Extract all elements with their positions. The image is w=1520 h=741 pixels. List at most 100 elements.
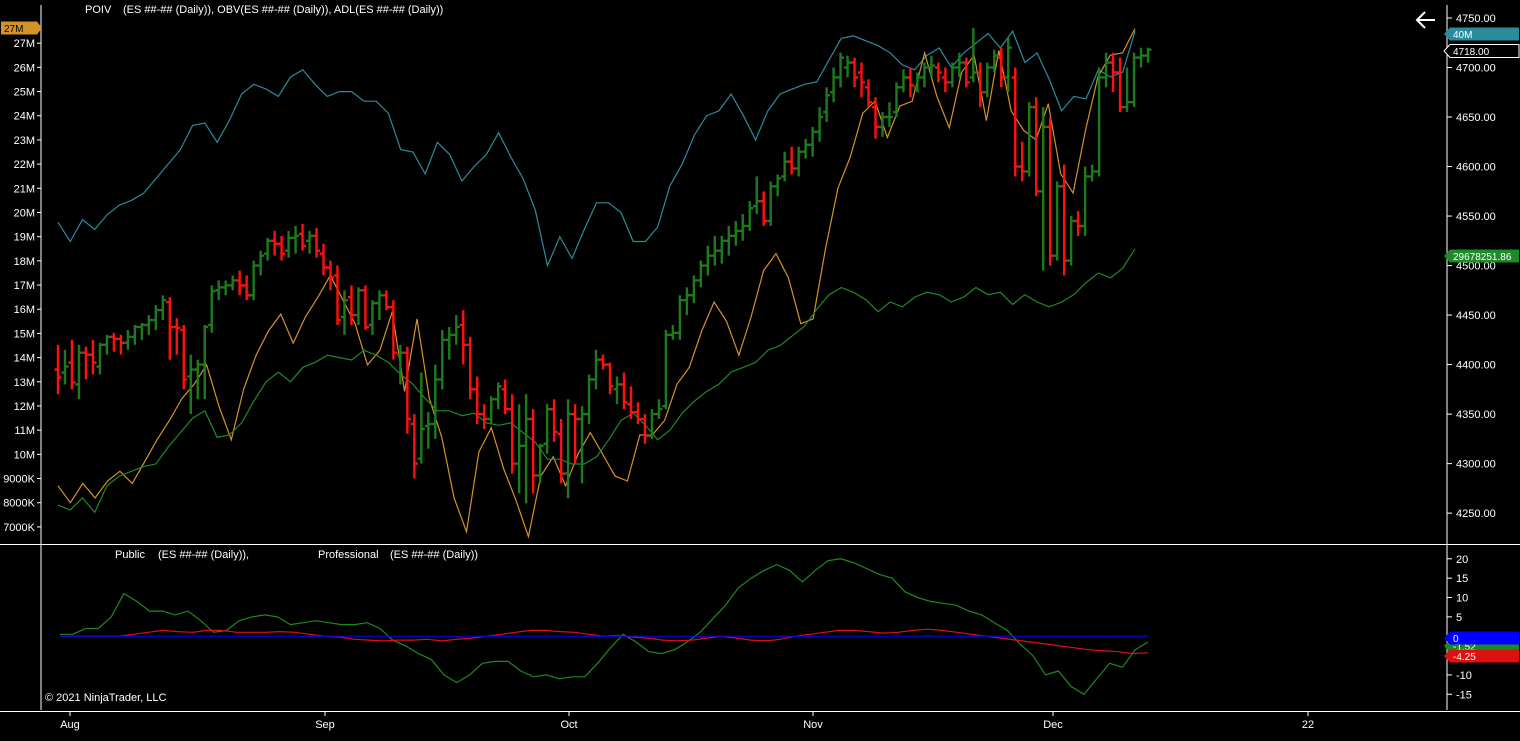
ohlc-bar: [844, 55, 852, 78]
professional-args: (ES ##-## (Daily)): [390, 549, 478, 561]
ohlc-bar: [166, 297, 174, 360]
sentiment-tick-label: -10: [1456, 670, 1472, 682]
ohlc-bar: [620, 372, 628, 410]
ohlc-bar: [536, 443, 544, 484]
ohlc-bar: [1095, 67, 1103, 177]
ohlc-bar: [1130, 52, 1138, 108]
ohlc-bar: [89, 339, 97, 375]
ohlc-bar: [676, 295, 684, 340]
ohlc-bar: [194, 359, 202, 400]
ohlc-bar: [452, 315, 460, 345]
professional-badge-shape: [1444, 649, 1519, 663]
ohlc-bar: [173, 318, 181, 355]
adl-badge-shape: [1444, 249, 1519, 263]
ohlc-bar: [340, 290, 348, 335]
ohlc-bar: [431, 364, 439, 439]
ohlc-bar: [292, 225, 300, 254]
ohlc-bar: [858, 62, 866, 98]
ohlc-bar: [662, 329, 670, 410]
adl-badge-label: 29678251.86: [1453, 252, 1512, 263]
poiv-badge-shape: [1444, 27, 1519, 41]
ohlc-bar: [480, 404, 488, 429]
ohlc-bar: [222, 280, 230, 296]
ohlc-bar: [920, 62, 928, 88]
ohlc-bar: [243, 275, 251, 301]
ohlc-bar: [739, 214, 747, 241]
ohlc-bar: [278, 235, 286, 261]
ohlc-bar: [557, 419, 565, 484]
price-tick-label: 4500.00: [1456, 261, 1496, 273]
volume-tick-label: 25M: [14, 87, 35, 99]
ohlc-bar: [117, 334, 125, 355]
ohlc-bar: [816, 107, 824, 142]
ohlc-bar: [865, 79, 873, 108]
ohlc-bar: [201, 324, 209, 400]
ohlc-bar: [1039, 107, 1047, 271]
price-tick-label: 4350.00: [1456, 409, 1496, 421]
copyright-text: © 2021 NinjaTrader, LLC: [45, 692, 166, 704]
price-tick-label: 4650.00: [1456, 112, 1496, 124]
ohlc-bar: [96, 342, 104, 375]
price-panel: [54, 27, 1152, 539]
ohlc-bar: [208, 285, 216, 333]
ohlc-bar: [648, 409, 656, 439]
ohlc-bar: [501, 379, 509, 415]
sentiment-tick-label: -15: [1456, 689, 1472, 701]
ohlc-bar: [124, 329, 132, 350]
ohlc-bar: [1032, 97, 1040, 197]
ohlc-bar: [955, 52, 963, 78]
ohlc-bar: [410, 414, 418, 479]
volume-tick-label: 9000K: [3, 474, 35, 486]
ohlc-bar: [285, 230, 293, 258]
ohlc-bar: [354, 287, 362, 325]
ohlc-bar: [774, 174, 782, 197]
price-tick-label: 4600.00: [1456, 162, 1496, 174]
ohlc-bar: [599, 354, 607, 370]
price-tick-label: 4250.00: [1456, 508, 1496, 520]
ohlc-bar: [899, 69, 907, 93]
ohlc-bar: [1116, 57, 1124, 113]
ohlc-bar: [1053, 181, 1061, 261]
ohlc-bar: [543, 404, 551, 454]
ohlc-bar: [138, 322, 146, 340]
ohlc-bar: [438, 329, 446, 390]
ohlc-bar: [368, 300, 376, 335]
ohlc-bar: [823, 87, 831, 122]
ohlc-bar: [913, 72, 921, 93]
ohlc-bar: [1018, 141, 1026, 182]
back-button[interactable]: [1410, 6, 1442, 34]
sentiment-tick-label: 20: [1456, 554, 1468, 566]
price-badge: 4718.00: [1443, 44, 1520, 58]
volume-badge-label: 27M: [4, 24, 23, 35]
ohlc-bar: [131, 324, 139, 345]
ohlc-bar: [809, 126, 817, 157]
ohlc-bar: [1060, 164, 1068, 276]
ohlc-bar: [934, 62, 942, 83]
volume-tick-label: 13M: [14, 377, 35, 389]
price-badge-shape: [1443, 44, 1520, 58]
ohlc-bar: [61, 349, 69, 385]
ohlc-bar: [403, 346, 411, 434]
series-line-public: [60, 558, 1149, 696]
x-tick-label: Nov: [803, 719, 823, 731]
ohlc-bar: [878, 112, 886, 137]
ohlc-bar: [767, 181, 775, 226]
sentiment-tick-label: 10: [1456, 593, 1468, 605]
volume-tick-label: 12M: [14, 401, 35, 413]
chart-labels: POIV (ES ##-## (Daily)), OBV(ES ##-## (D…: [45, 4, 478, 704]
sentiment-panel: [60, 558, 1149, 696]
ohlc-bar: [627, 386, 635, 420]
value-badges: 27M 40M 4718.00 29678251.86 -1.520 -4.25: [1, 21, 1520, 663]
ohlc-bar: [417, 372, 425, 464]
ohlc-bar: [82, 346, 90, 380]
ohlc-bar: [725, 225, 733, 256]
ohlc-bar: [68, 339, 76, 390]
ohlc-bar: [760, 191, 768, 226]
ohlc-bar: [1081, 166, 1089, 236]
x-tick-label: Sep: [315, 719, 335, 731]
ohlc-bar: [641, 414, 649, 444]
price-tick-label: 4400.00: [1456, 360, 1496, 372]
ohlc-bar: [327, 260, 334, 291]
volume-tick-label: 23M: [14, 135, 35, 147]
